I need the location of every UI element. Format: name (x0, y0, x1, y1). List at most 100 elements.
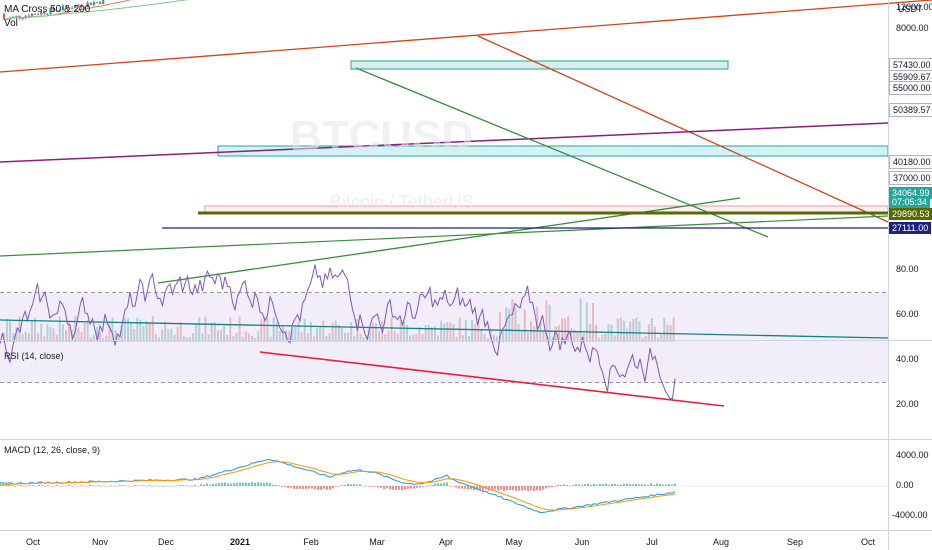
volume-bar (139, 319, 142, 342)
rsi-line (0, 264, 676, 400)
macd-histogram-bar (11, 485, 13, 486)
volume-bar (371, 322, 374, 342)
volume-bar (269, 336, 272, 342)
macd-histogram-bar (284, 486, 286, 488)
volume-bar (464, 320, 467, 342)
macd-histogram-bar (212, 483, 214, 486)
macd-histogram-bar (167, 485, 169, 487)
macd-histogram-bar (506, 486, 508, 491)
volume-bar (514, 307, 517, 342)
volume-bar (650, 318, 653, 342)
volume-bar (241, 336, 244, 342)
macd-histogram-bar (77, 486, 79, 487)
macd-histogram-bar (245, 482, 247, 486)
macd-histogram-bar (8, 484, 10, 486)
macd-histogram-bar (509, 486, 511, 491)
macd-histogram-bar (266, 482, 268, 486)
rsi-tick-label: 80.00 (896, 264, 919, 274)
volume-bar (37, 332, 40, 342)
macd-histogram-bar (62, 486, 64, 487)
macd-histogram-bar (551, 486, 553, 487)
macd-histogram-bar (503, 486, 505, 492)
volume-bar (198, 317, 201, 342)
macd-histogram-bar (620, 484, 622, 486)
macd-histogram-bar (68, 484, 70, 486)
macd-histogram-bar (443, 483, 445, 486)
macd-label[interactable]: MACD (12, 26, close, 9) (4, 445, 101, 455)
volume-bar (520, 331, 523, 342)
volume-bar (588, 324, 591, 342)
volume-bar (561, 318, 563, 342)
price-tick-label: 12000.00 (896, 2, 932, 13)
volume-bar (598, 337, 601, 342)
volume-bar (399, 320, 402, 342)
volume-bar (409, 335, 412, 342)
macd-histogram-bar (407, 486, 409, 489)
macd-histogram-bar (590, 484, 592, 486)
macd-histogram-bar (632, 484, 634, 486)
macd-histogram-bar (338, 486, 340, 487)
candle-body (37, 14, 40, 16)
macd-histogram-bar (515, 486, 517, 492)
macd-histogram-bar (140, 485, 142, 487)
volume-bar (46, 323, 49, 342)
volume-bar (663, 318, 666, 342)
macd-histogram-bar (287, 486, 289, 489)
volume-bar (291, 328, 294, 342)
macd-histogram-bar (122, 485, 124, 486)
macd-histogram-bar (164, 486, 166, 487)
macd-histogram-bar (128, 486, 130, 487)
rsi-trendline (259, 351, 725, 407)
watermark-symbol: BTCUSD (290, 112, 474, 161)
volume-bar (328, 332, 331, 342)
macd-histogram-bar (44, 486, 46, 487)
volume-bar (468, 335, 470, 342)
macd-histogram-bar (650, 483, 652, 486)
macd-histogram-bar (209, 484, 211, 486)
volume-bar (65, 330, 67, 342)
macd-histogram-bar (179, 485, 181, 486)
volume-bar (427, 324, 430, 342)
rsi-band (0, 292, 888, 383)
rsi-tick-label: 60.00 (896, 309, 919, 319)
volume-bar (601, 334, 604, 342)
volume-bar (564, 318, 567, 342)
macd-histogram-bar (83, 485, 85, 487)
macd-histogram-bar (182, 485, 184, 486)
volume-bar (6, 318, 9, 342)
macd-histogram-bar (56, 485, 58, 486)
macd-histogram-bar (146, 486, 148, 487)
macd-histogram-bar (470, 486, 472, 490)
macd-histogram-bar (278, 485, 280, 487)
volume-indicator-label[interactable]: Vol (4, 18, 18, 29)
candle-body (40, 11, 43, 15)
volume-bar (378, 330, 381, 342)
ma200-line (3, 0, 189, 20)
candle-body (2, 13, 6, 20)
macd-histogram-bar (428, 485, 430, 486)
volume-bar (319, 327, 322, 342)
volume-bar (185, 337, 188, 342)
volume-bar (275, 322, 278, 342)
ma-indicator-label[interactable]: MA Cross 50 & 200 (4, 4, 91, 15)
time-tick-label: 2021 (229, 537, 251, 547)
macd-histogram-bar (434, 483, 436, 486)
macd-histogram-bar (218, 482, 220, 486)
volume-bar (337, 325, 340, 342)
volume-bar (523, 309, 526, 342)
volume-bar (616, 318, 619, 342)
candle-body (24, 15, 27, 19)
volume-bar (545, 300, 548, 342)
macd-histogram-bar (158, 485, 160, 487)
rsi-label[interactable]: RSI (14, close) (4, 351, 64, 361)
volume-bar (430, 326, 433, 342)
volume-bar (12, 332, 15, 342)
macd-histogram-bar (263, 482, 265, 486)
macd-histogram-bar (578, 484, 580, 486)
macd-histogram-bar (446, 482, 448, 486)
volume-bar (657, 337, 660, 342)
candle-body (46, 13, 49, 15)
macd-histogram-bar (293, 486, 295, 490)
macd-histogram-bar (173, 486, 175, 487)
